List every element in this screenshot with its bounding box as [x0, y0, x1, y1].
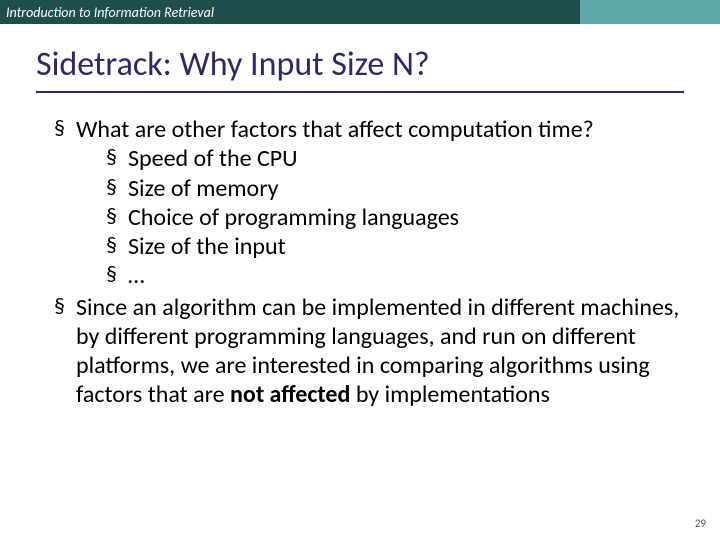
list-item: Size of memory: [106, 174, 684, 203]
list-item: Speed of the CPU: [106, 144, 684, 173]
list-item: Choice of programming languages: [106, 203, 684, 232]
header-title: Introduction to Information Retrieval: [0, 0, 580, 24]
list-item: …: [106, 261, 684, 290]
header-accent: [580, 0, 720, 24]
list-item-text: Size of memory: [128, 174, 279, 203]
page-number: 29: [695, 517, 706, 530]
list-item-text: Choice of programming languages: [128, 203, 459, 232]
list-item-text-part: by implementations: [350, 380, 550, 409]
sub-bullet-list: Speed of the CPU Size of memory Choice o…: [76, 144, 684, 290]
slide-content: Sidetrack: Why Input Size N? What are ot…: [0, 24, 720, 410]
list-item: Since an algorithm can be implemented in…: [54, 293, 684, 410]
list-item-text: Size of the input: [128, 232, 286, 261]
slide-title: Sidetrack: Why Input Size N?: [36, 44, 684, 93]
header-bar: Introduction to Information Retrieval: [0, 0, 720, 24]
list-item-text-bold: not affected: [230, 380, 350, 409]
list-item: Size of the input: [106, 232, 684, 261]
list-item-text: Speed of the CPU: [128, 144, 298, 173]
list-item-text: What are other factors that affect compu…: [76, 115, 594, 144]
bullet-list: What are other factors that affect compu…: [36, 115, 684, 410]
list-item-text: …: [128, 261, 145, 290]
list-item: What are other factors that affect compu…: [54, 115, 684, 291]
